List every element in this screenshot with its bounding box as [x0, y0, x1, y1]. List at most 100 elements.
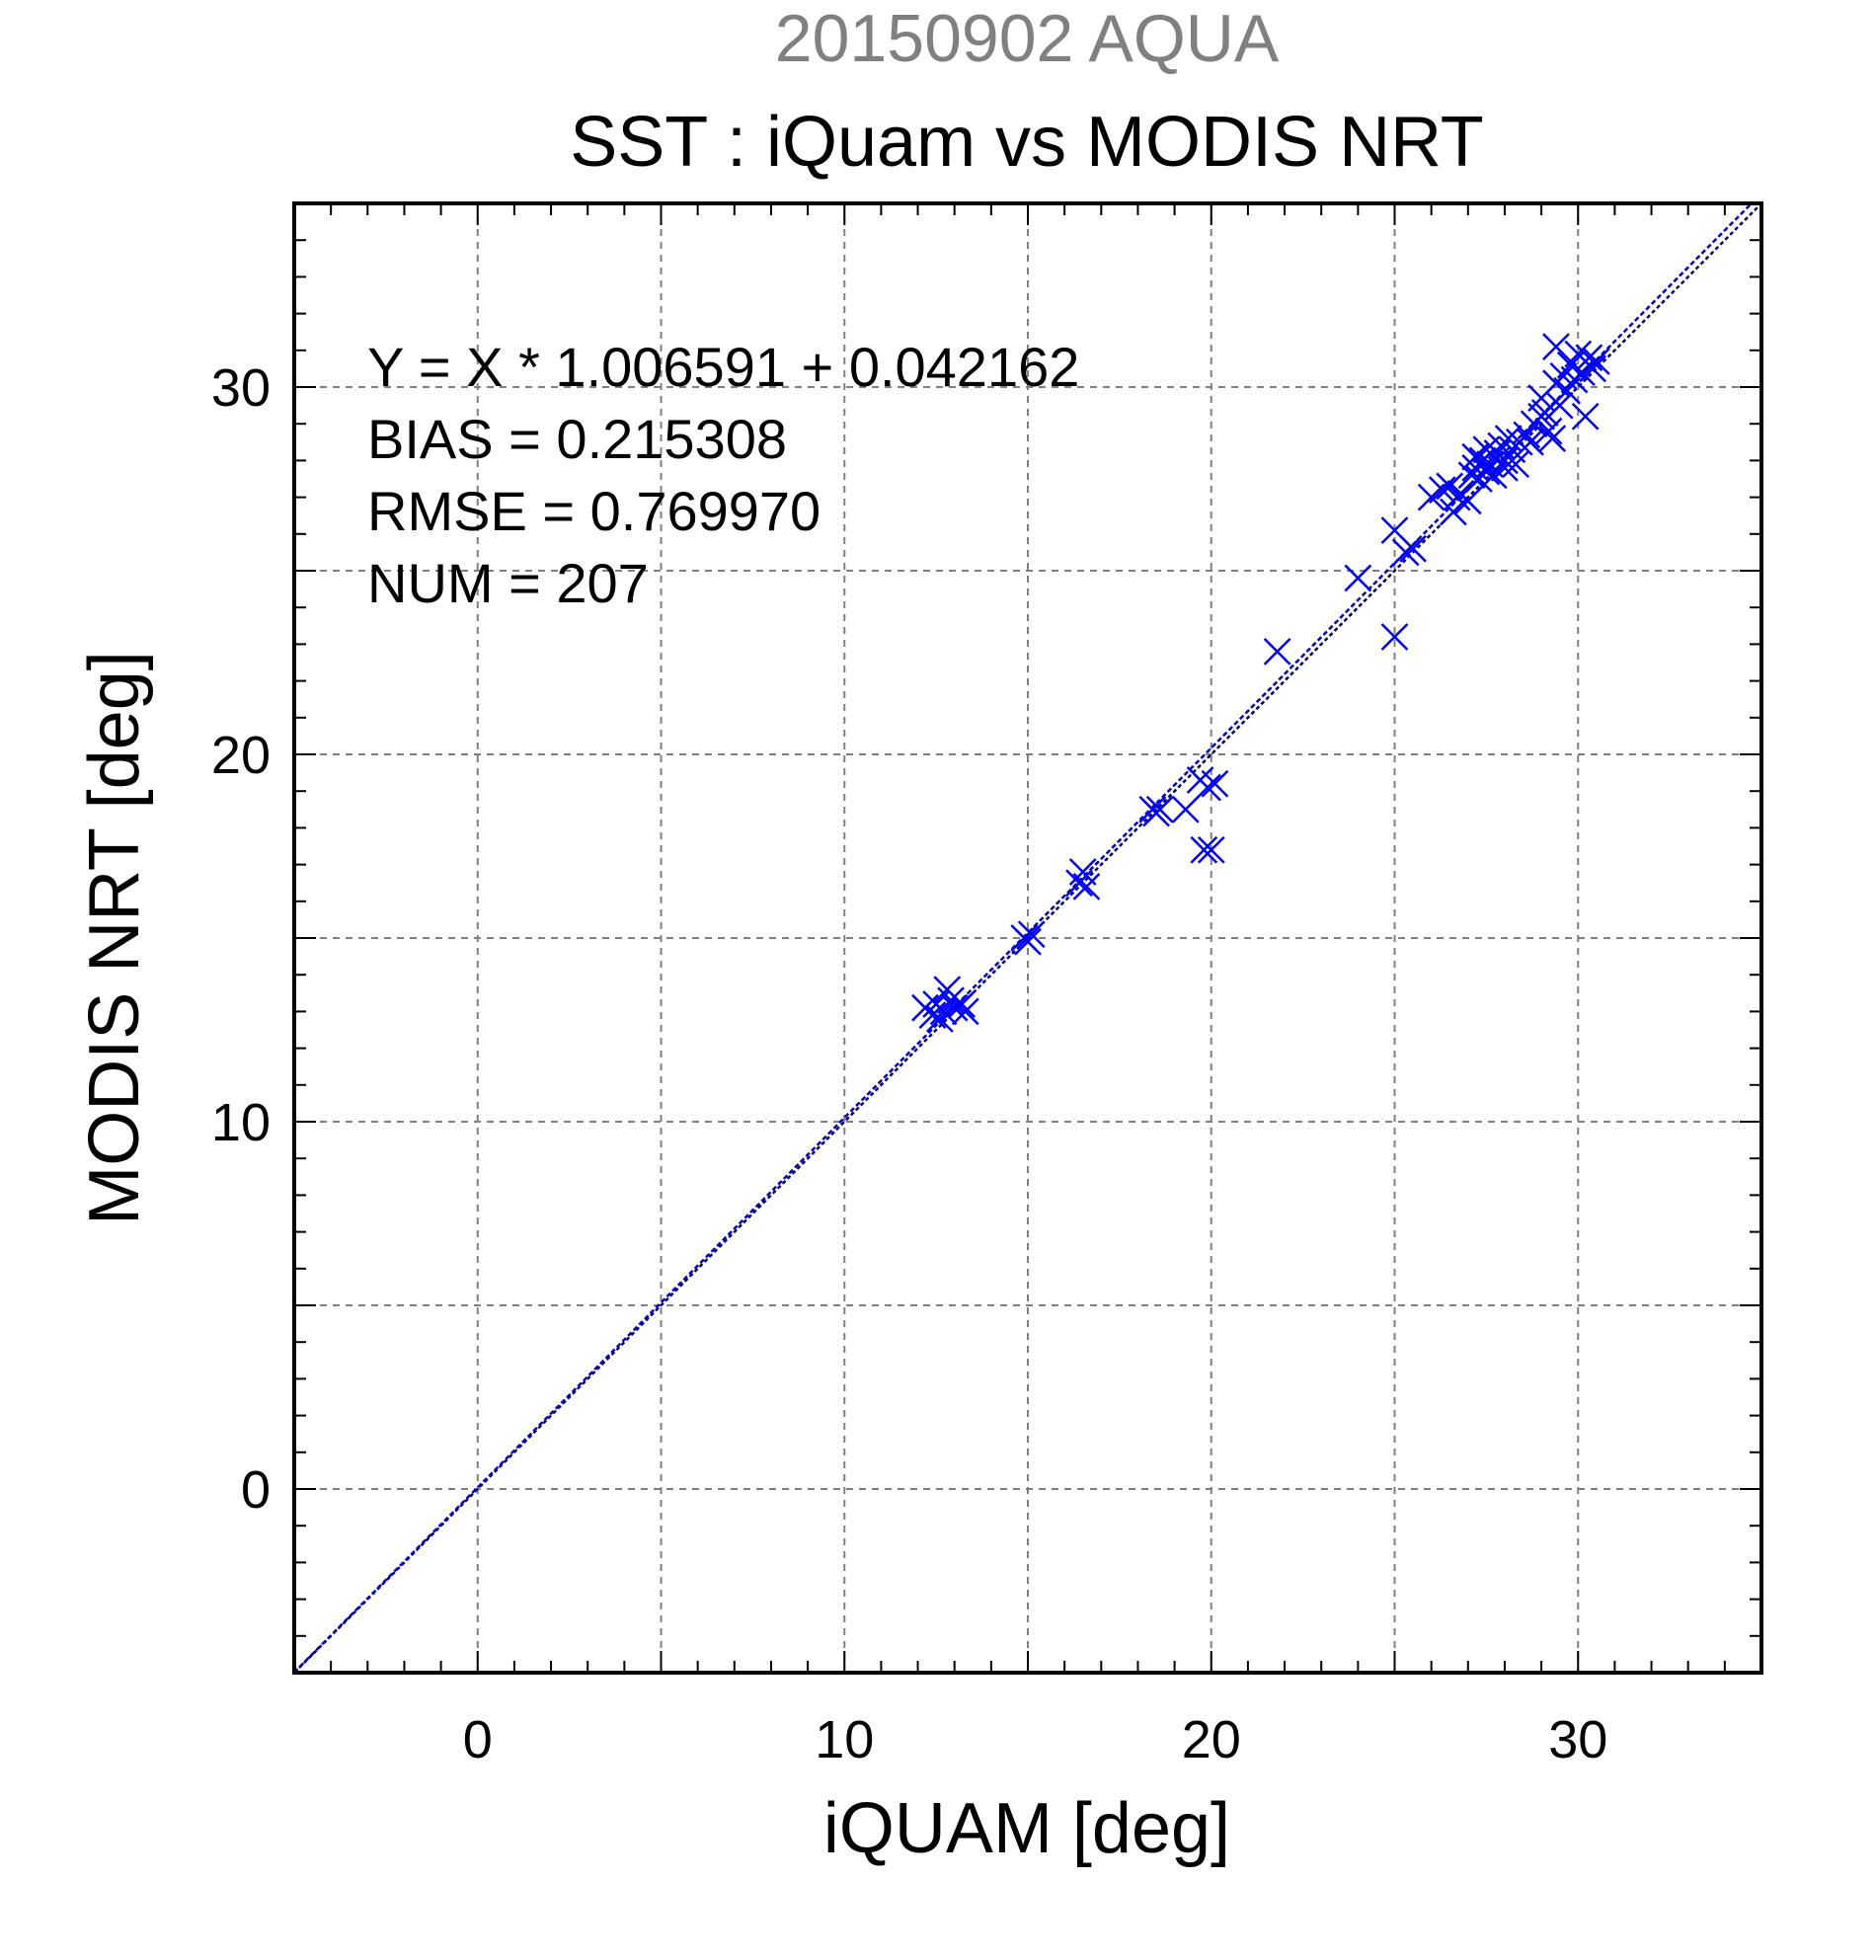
data-point	[1453, 487, 1482, 515]
data-point-stroke	[1517, 428, 1544, 456]
data-point-stroke	[925, 1004, 954, 1033]
data-point-stroke	[1263, 637, 1291, 666]
data-points	[911, 333, 1610, 1033]
data-point	[1494, 425, 1523, 452]
y-axis-label: MODIS NRT [deg]	[75, 651, 154, 1225]
chart-title: SST : iQuam vs MODIS NRT	[570, 103, 1484, 182]
data-point-stroke	[1579, 354, 1606, 383]
data-point-stroke	[1468, 446, 1497, 475]
data-point	[1542, 333, 1570, 360]
num-text: NUM = 207	[367, 552, 649, 614]
data-point-stroke	[1453, 487, 1482, 515]
plot-frame	[292, 201, 1763, 1675]
data-point-stroke	[1428, 476, 1456, 505]
data-point-stroke	[1545, 391, 1574, 420]
data-point-stroke	[1391, 538, 1420, 567]
data-point-stroke	[1461, 442, 1490, 471]
data-point-stroke	[1568, 358, 1596, 387]
data-point	[937, 986, 965, 1015]
data-point-stroke	[1472, 457, 1501, 486]
data-point-stroke	[951, 997, 979, 1026]
data-point	[1502, 450, 1529, 479]
data-point-stroke	[918, 1001, 947, 1030]
data-point-stroke	[1014, 927, 1042, 956]
data-point	[1171, 795, 1200, 823]
y-tick-label: 10	[211, 1093, 271, 1152]
data-point	[1538, 425, 1567, 452]
y-tick-label: 20	[211, 726, 271, 785]
data-point-stroke	[948, 990, 977, 1018]
data-point-stroke	[1538, 425, 1567, 452]
y-tick-label: 0	[241, 1460, 271, 1520]
data-point	[1571, 402, 1600, 431]
data-point	[1072, 873, 1101, 901]
data-point-stroke	[1564, 340, 1593, 368]
data-point-stroke	[1380, 623, 1409, 651]
stats-annotation: Y = X * 1.006591 + 0.042162 BIAS = 0.2153…	[367, 336, 1079, 614]
chart-supertitle: 20150902 AQUA	[775, 1, 1280, 76]
data-point	[1344, 564, 1372, 592]
data-point-stroke	[1582, 348, 1610, 375]
data-point-stroke	[1494, 425, 1523, 452]
data-point	[918, 1001, 947, 1030]
data-point-stroke	[1344, 564, 1372, 592]
data-point-stroke	[1502, 450, 1529, 479]
regression-equation-text: Y = X * 1.006591 + 0.042162	[367, 336, 1079, 398]
data-point	[1380, 623, 1409, 651]
data-point-stroke	[1145, 795, 1174, 823]
data-point-stroke	[1491, 453, 1519, 482]
data-point	[1197, 835, 1225, 864]
data-point-stroke	[1201, 769, 1229, 798]
x-tick-label: 10	[815, 1710, 874, 1769]
rmse-text: RMSE = 0.769970	[367, 480, 821, 542]
data-point	[1468, 446, 1497, 475]
data-point-stroke	[1072, 873, 1101, 901]
data-point	[1428, 476, 1456, 505]
x-axis-label: iQUAM [deg]	[823, 1789, 1230, 1868]
data-point-stroke	[933, 976, 962, 1003]
data-point	[1575, 344, 1603, 372]
data-point	[1065, 869, 1093, 898]
data-point-stroke	[1171, 795, 1200, 823]
data-point	[1517, 428, 1544, 456]
data-point-stroke	[1068, 858, 1097, 886]
x-tick-label: 0	[463, 1710, 493, 1769]
data-point	[1399, 534, 1427, 563]
data-point-stroke	[1436, 472, 1464, 501]
bias-text: BIAS = 0.215308	[367, 408, 787, 470]
data-point	[951, 997, 979, 1026]
data-point	[1545, 391, 1574, 420]
data-point-stroke	[1571, 402, 1600, 431]
data-point-stroke	[1399, 534, 1427, 563]
data-point-stroke	[1017, 920, 1046, 949]
data-point-stroke	[940, 993, 969, 1022]
data-point-stroke	[1542, 333, 1570, 360]
data-point-stroke	[1194, 773, 1221, 802]
data-point	[1582, 348, 1610, 375]
data-point	[1263, 637, 1291, 666]
data-point-stroke	[1575, 344, 1603, 372]
data-point	[1472, 457, 1501, 486]
data-point	[1201, 769, 1229, 798]
data-point	[1491, 453, 1519, 482]
data-point	[1190, 835, 1218, 864]
data-point-stroke	[1065, 869, 1093, 898]
data-point	[1527, 402, 1555, 431]
x-tick-label: 30	[1548, 1710, 1607, 1769]
data-point-stroke	[1380, 516, 1409, 544]
data-point	[1391, 538, 1420, 567]
y-tick-label: 30	[211, 358, 271, 418]
data-point	[1014, 927, 1042, 956]
data-point	[1194, 773, 1221, 802]
data-point	[1017, 920, 1046, 949]
data-point	[1461, 442, 1490, 471]
data-point	[940, 993, 969, 1022]
data-point-stroke	[937, 986, 965, 1015]
data-point	[1568, 358, 1596, 387]
data-point-stroke	[1527, 402, 1555, 431]
fit-line	[293, 202, 1753, 1674]
data-point	[925, 1004, 954, 1033]
data-point	[948, 990, 977, 1018]
